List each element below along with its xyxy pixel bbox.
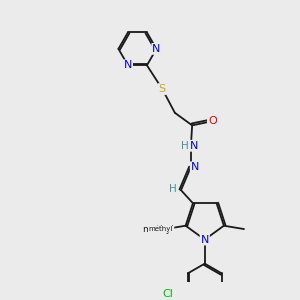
Text: methyl: methyl [142,225,174,234]
Text: O: O [208,116,217,126]
Text: N: N [124,60,132,70]
Text: H: H [169,184,177,194]
Text: methyl: methyl [148,226,173,232]
Text: N: N [152,44,160,54]
Text: N: N [201,235,209,244]
Text: Cl: Cl [162,289,173,299]
Text: S: S [159,84,166,94]
Text: N: N [190,141,198,151]
Text: N: N [191,162,199,172]
Text: H: H [181,141,188,151]
